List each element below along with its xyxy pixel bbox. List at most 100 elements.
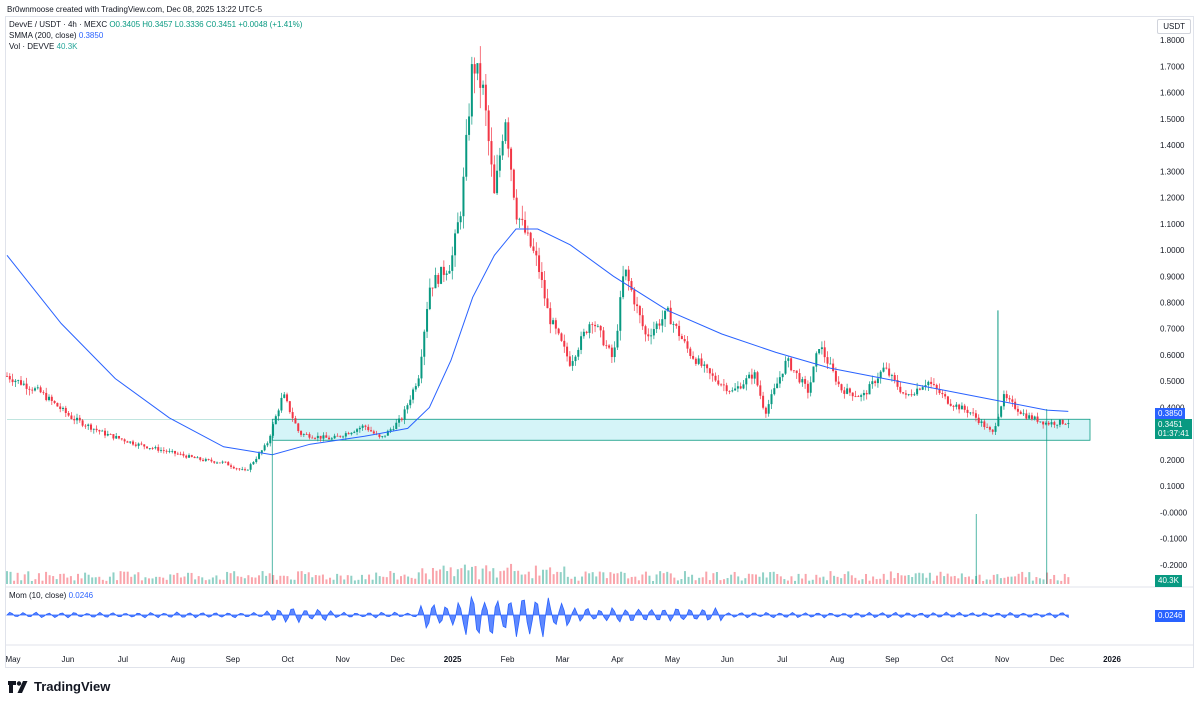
volume-bar xyxy=(297,571,300,584)
candle-body xyxy=(610,347,613,358)
volume-bar xyxy=(1021,571,1024,584)
volume-bar xyxy=(268,573,271,584)
candle-body xyxy=(185,455,188,458)
volume-bar xyxy=(336,573,339,584)
candle-body xyxy=(176,453,179,455)
candle-body xyxy=(616,330,619,348)
candle-body xyxy=(104,430,107,436)
candle-body xyxy=(11,379,14,383)
price-axis-tick: 0.7000 xyxy=(1160,325,1185,334)
volume-bar xyxy=(605,578,608,584)
candle-body xyxy=(280,397,283,411)
candle-body xyxy=(969,412,972,414)
legend-mom-value: 0.0246 xyxy=(68,591,94,600)
volume-bar xyxy=(630,576,633,584)
candle-body xyxy=(1047,422,1050,425)
candle-body xyxy=(426,309,429,332)
tradingview-logo[interactable]: TradingView xyxy=(8,679,110,694)
volume-bar xyxy=(996,574,999,584)
volume-bar xyxy=(279,575,282,584)
volume-bar xyxy=(960,573,963,584)
volume-bar xyxy=(751,574,754,584)
legend-mom-row[interactable]: Mom (10, close) 0.0246 xyxy=(9,591,93,601)
candle-body xyxy=(196,457,199,459)
candle-body xyxy=(960,405,963,410)
candle-body xyxy=(48,396,51,401)
volume-bar xyxy=(59,573,62,584)
candle-body xyxy=(50,396,53,401)
volume-bar xyxy=(350,575,353,584)
candle-body xyxy=(437,274,440,284)
legend-symbol-row[interactable]: DevvE / USDT · 4h · MEXC O0.3405 H0.3457… xyxy=(9,20,302,30)
candle-body xyxy=(487,110,490,142)
volume-bar xyxy=(765,577,768,584)
candle-body xyxy=(109,434,112,435)
candle-body xyxy=(554,320,557,329)
candle-body xyxy=(650,335,653,337)
candle-body xyxy=(834,370,837,382)
volume-bar xyxy=(815,574,818,584)
candle-body xyxy=(218,462,221,464)
time-axis-label: Feb xyxy=(501,655,515,664)
volume-bar xyxy=(325,579,328,584)
volume-bar xyxy=(410,577,413,584)
volume-bar xyxy=(857,580,860,584)
volume-bar xyxy=(545,569,548,584)
candle-body xyxy=(227,462,230,466)
candle-body xyxy=(462,176,465,217)
candle-body xyxy=(165,450,168,452)
candle-body xyxy=(885,367,888,369)
legend-smma-value: 0.3850 xyxy=(78,31,104,40)
candle-body xyxy=(392,429,395,430)
volume-bar xyxy=(740,580,743,584)
volume-bar xyxy=(229,573,232,584)
candle-body xyxy=(739,386,742,389)
candle-body xyxy=(207,459,210,460)
volume-bar xyxy=(943,576,946,584)
candle-body xyxy=(904,393,907,395)
candle-body xyxy=(496,170,499,194)
time-axis-label: 2025 xyxy=(444,655,462,664)
candle-body xyxy=(246,469,249,471)
candle-body xyxy=(204,459,207,461)
price-axis-tick: 0.2000 xyxy=(1160,456,1185,465)
candle-body xyxy=(722,384,725,386)
volume-bar xyxy=(339,575,342,584)
candle-body xyxy=(244,469,247,471)
legend-smma-row[interactable]: SMMA (200, close) 0.3850 xyxy=(9,31,103,41)
volume-bar xyxy=(417,572,420,584)
candle-body xyxy=(504,122,507,142)
volume-bar xyxy=(176,572,179,584)
volume-bar xyxy=(662,573,665,584)
time-axis-label: Jun xyxy=(61,655,74,664)
volume-bar xyxy=(595,576,598,584)
candle-body xyxy=(759,385,762,396)
price-axis-tick: 0.9000 xyxy=(1160,272,1185,281)
last-price-value: 0.3451 xyxy=(1158,420,1183,429)
candle-body xyxy=(115,435,118,439)
time-axis-label: Jul xyxy=(118,655,128,664)
candle-body xyxy=(14,380,17,383)
candle-body xyxy=(20,380,23,385)
candle-body xyxy=(6,375,8,377)
candle-body xyxy=(980,421,983,423)
volume-bar xyxy=(449,567,452,584)
volume-bar xyxy=(620,571,623,584)
volume-bar xyxy=(321,574,324,584)
candle-body xyxy=(756,372,759,386)
currency-button[interactable]: USDT xyxy=(1157,19,1191,34)
candle-body xyxy=(1053,422,1056,425)
volume-bar xyxy=(928,572,931,584)
candle-body xyxy=(552,320,555,325)
candle-body xyxy=(599,325,602,331)
candle-body xyxy=(549,308,552,325)
brand-name: TradingView xyxy=(34,679,111,694)
candle-body xyxy=(498,155,501,171)
legend-vol-row[interactable]: Vol · DEVVE 40.3K xyxy=(9,42,78,52)
volume-bar xyxy=(556,571,559,584)
candle-body xyxy=(784,360,787,374)
candle-body xyxy=(582,331,585,337)
volume-bar xyxy=(850,575,853,584)
candle-body xyxy=(465,134,468,177)
